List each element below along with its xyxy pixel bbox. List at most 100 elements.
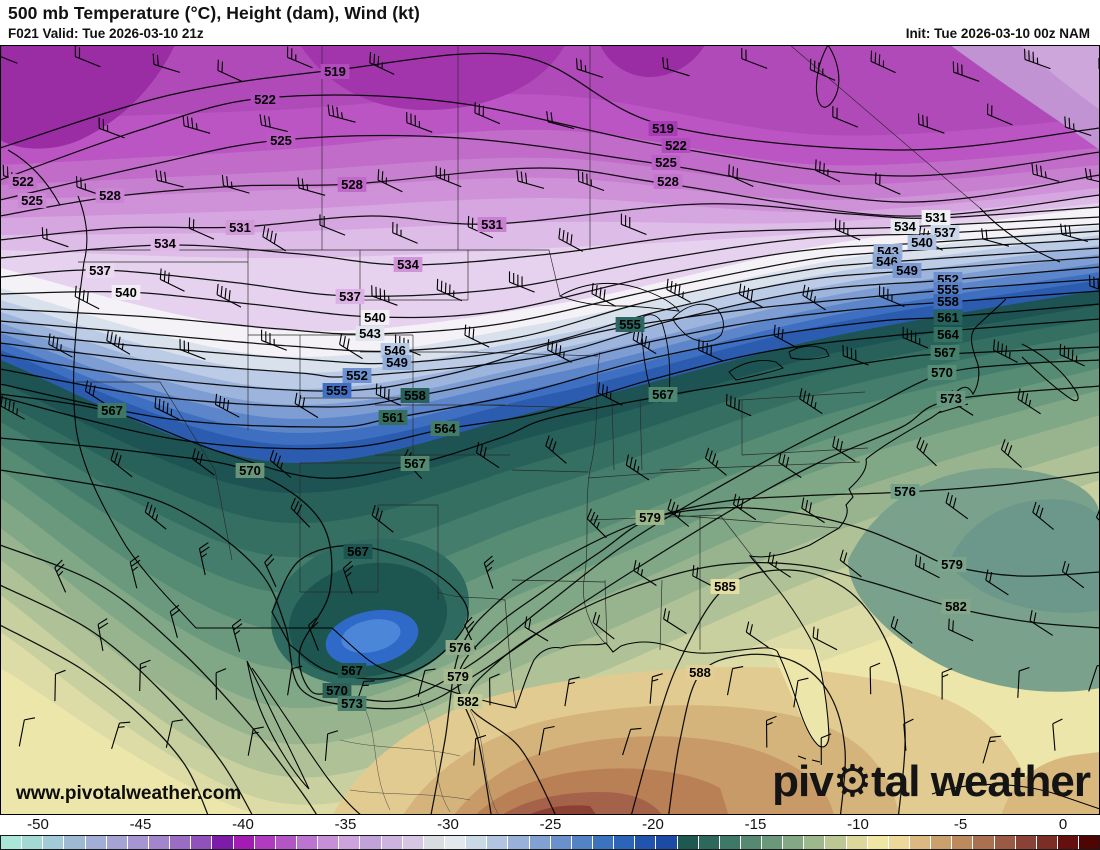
svg-text:558: 558 — [937, 294, 959, 309]
wind-barb-layer — [0, 45, 1100, 766]
colorbar-tick: -50 — [27, 816, 49, 833]
svg-text:555: 555 — [937, 282, 959, 297]
colorbar-cell — [381, 836, 402, 849]
colorbar-cell — [1, 836, 22, 849]
colorbar-cell — [191, 836, 212, 849]
svg-text:585: 585 — [714, 579, 736, 594]
colorbar-cell — [825, 836, 846, 849]
svg-text:540: 540 — [364, 310, 386, 325]
map-header: 500 mb Temperature (°C), Height (dam), W… — [0, 0, 1100, 45]
svg-text:519: 519 — [652, 121, 674, 136]
colorbar-cell — [1036, 836, 1058, 849]
svg-text:549: 549 — [386, 355, 408, 370]
svg-text:531: 531 — [229, 220, 251, 235]
colorbar-cell — [931, 836, 952, 849]
colorbar-tick: -20 — [642, 816, 664, 833]
colorbar-cell — [656, 836, 677, 849]
svg-text:546: 546 — [876, 254, 898, 269]
svg-text:567: 567 — [341, 663, 363, 678]
svg-text:528: 528 — [341, 177, 363, 192]
colorbar-cell — [233, 836, 254, 849]
colorbar-cell — [867, 836, 888, 849]
svg-text:582: 582 — [457, 694, 479, 709]
colorbar-cell — [444, 836, 466, 849]
pivotal-weather-logo: piv⚙tal weather — [772, 757, 1091, 806]
svg-text:582: 582 — [945, 599, 967, 614]
svg-text:519: 519 — [324, 64, 346, 79]
svg-text:567: 567 — [404, 456, 426, 471]
temperature-fill-layer — [0, 45, 1100, 815]
svg-text:567: 567 — [347, 544, 369, 559]
colorbar-cell — [762, 836, 783, 849]
svg-text:573: 573 — [341, 696, 363, 711]
svg-text:567: 567 — [652, 387, 674, 402]
colorbar-cell — [487, 836, 508, 849]
colorbar-cell — [571, 836, 592, 849]
svg-text:522: 522 — [254, 92, 276, 107]
colorbar-cell — [275, 836, 296, 849]
svg-text:537: 537 — [89, 263, 111, 278]
svg-text:534: 534 — [397, 257, 419, 272]
colorbar-cell — [592, 836, 614, 849]
colorbar-cell — [508, 836, 529, 849]
svg-text:531: 531 — [481, 217, 503, 232]
colorbar-cell — [952, 836, 973, 849]
svg-text:540: 540 — [115, 285, 137, 300]
svg-text:555: 555 — [326, 383, 348, 398]
colorbar-tick: -45 — [129, 816, 152, 833]
svg-text:531: 531 — [925, 210, 947, 225]
colorbar-tick: -30 — [437, 816, 459, 833]
svg-text:564: 564 — [434, 421, 456, 436]
colorbar-tick: -35 — [334, 816, 357, 833]
colorbar-cell — [43, 836, 64, 849]
colorbar-cell — [698, 836, 719, 849]
colorbar-cell — [85, 836, 106, 849]
colorbar-cell — [22, 836, 43, 849]
colorbar-cell — [212, 836, 233, 849]
colorbar-tick: -25 — [539, 816, 562, 833]
svg-text:534: 534 — [154, 236, 176, 251]
svg-text:525: 525 — [270, 133, 292, 148]
svg-text:588: 588 — [689, 665, 711, 680]
colorbar-cell — [170, 836, 191, 849]
colorbar-cell — [339, 836, 360, 849]
colorbar-cell — [64, 836, 85, 849]
svg-text:564: 564 — [937, 327, 959, 342]
colorbar-cell — [846, 836, 867, 849]
svg-text:576: 576 — [894, 484, 916, 499]
colorbar-cell — [804, 836, 825, 849]
svg-text:522: 522 — [12, 174, 34, 189]
svg-text:525: 525 — [655, 155, 677, 170]
svg-text:576: 576 — [449, 640, 471, 655]
svg-text:555: 555 — [619, 317, 641, 332]
colorbar-cell — [994, 836, 1015, 849]
colorbar-cell — [740, 836, 762, 849]
contour-label-layer: 5195195225225225255255255285285285315315… — [8, 64, 971, 711]
colorbar-cell — [635, 836, 656, 849]
colorbar-cell — [402, 836, 423, 849]
colorbar-tick: -15 — [744, 816, 767, 833]
svg-text:540: 540 — [911, 235, 933, 250]
init-time-label: Init: Tue 2026-03-10 00z NAM — [905, 26, 1090, 41]
svg-text:537: 537 — [339, 289, 361, 304]
svg-text:546: 546 — [384, 343, 406, 358]
colorbar-cell — [254, 836, 275, 849]
colorbar-cell — [677, 836, 698, 849]
colorbar-cell — [148, 836, 170, 849]
svg-text:579: 579 — [941, 557, 963, 572]
page-title: 500 mb Temperature (°C), Height (dam), W… — [8, 3, 420, 23]
svg-text:570: 570 — [326, 683, 348, 698]
colorbar-cell — [888, 836, 910, 849]
svg-text:561: 561 — [937, 310, 959, 325]
colorbar-cell — [973, 836, 994, 849]
temperature-colorbar — [0, 835, 1100, 850]
svg-text:549: 549 — [896, 263, 918, 278]
svg-text:558: 558 — [404, 388, 426, 403]
colorbar-cell — [423, 836, 444, 849]
colorbar-tick: -5 — [953, 816, 968, 833]
svg-text:543: 543 — [359, 326, 381, 341]
svg-text:567: 567 — [101, 403, 123, 418]
colorbar-tick: -40 — [232, 816, 254, 833]
